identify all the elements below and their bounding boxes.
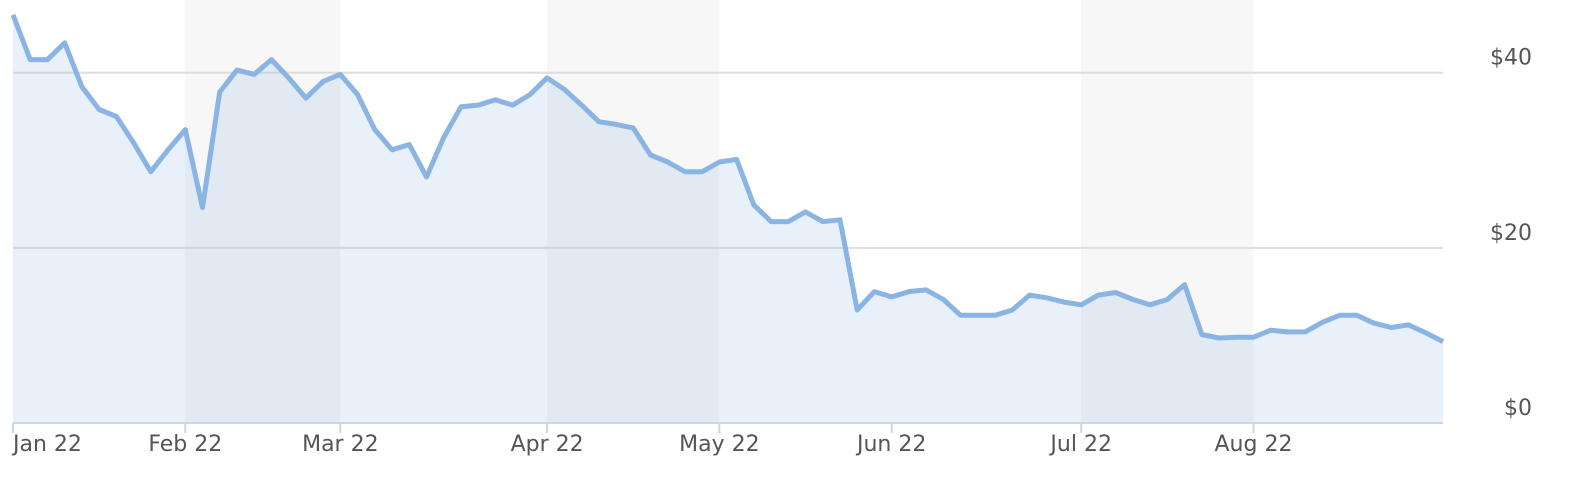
month-band xyxy=(547,0,720,423)
month-band xyxy=(1081,0,1254,423)
x-tick-label: Jan 22 xyxy=(11,432,82,457)
y-tick-label: $20 xyxy=(1490,221,1532,246)
x-tick-label: Aug 22 xyxy=(1215,432,1293,457)
y-tick-label: $0 xyxy=(1504,396,1532,421)
month-band xyxy=(185,0,341,423)
x-tick-label: Apr 22 xyxy=(511,432,584,457)
y-tick-label: $40 xyxy=(1490,46,1532,71)
x-tick-label: Mar 22 xyxy=(302,432,379,457)
x-tick-label: Feb 22 xyxy=(148,432,222,457)
x-tick-label: Jun 22 xyxy=(855,432,926,457)
price-line xyxy=(10,14,1445,344)
x-tick-label: May 22 xyxy=(679,432,759,457)
area-fill xyxy=(13,14,1443,424)
x-tick-label: Jul 22 xyxy=(1048,432,1112,457)
